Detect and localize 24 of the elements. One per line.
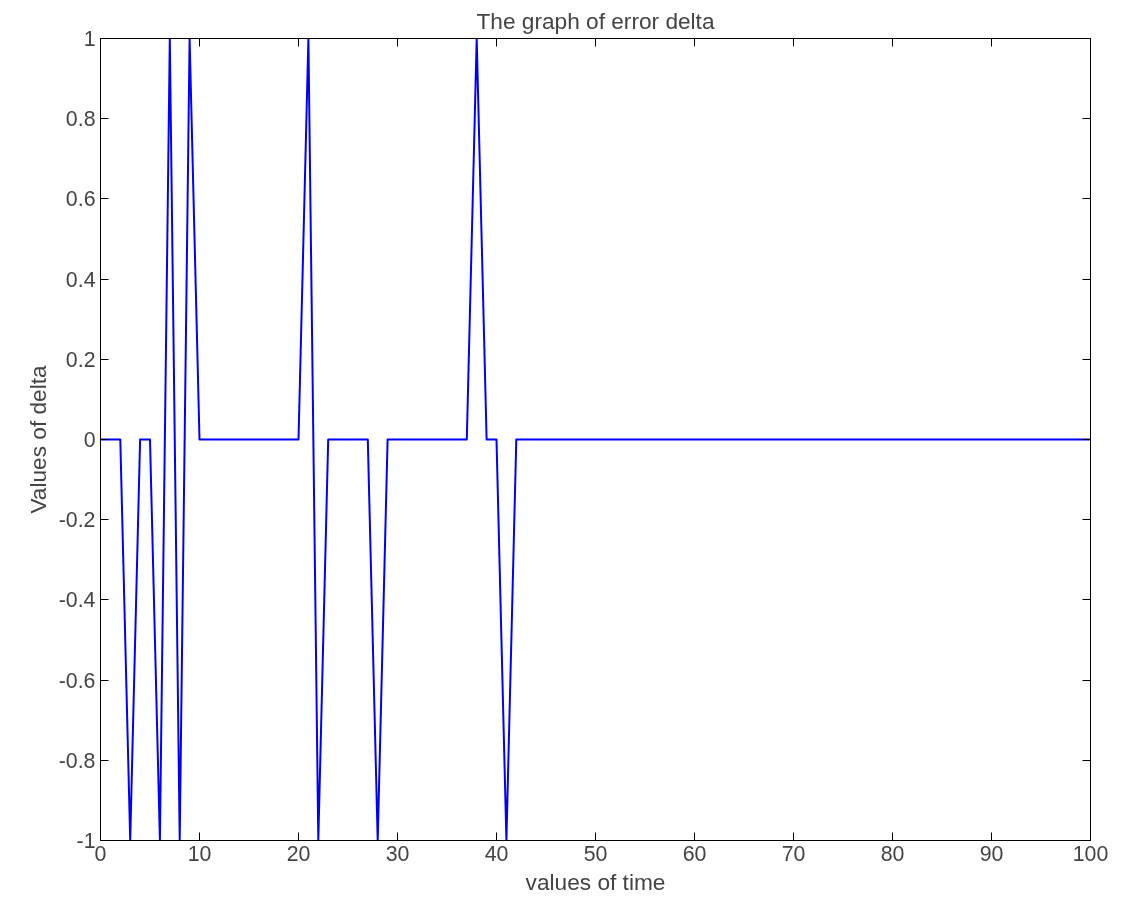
y-tick-label: 0.6 <box>65 187 96 212</box>
y-tick-label: 1 <box>83 27 96 51</box>
y-tick-label: -0.6 <box>58 668 96 693</box>
x-tick-label: 60 <box>682 841 707 866</box>
y-tick-label: 0 <box>83 428 96 452</box>
x-tick-label: 100 <box>1072 841 1109 866</box>
y-tick-label: -1 <box>76 829 96 853</box>
x-tick-label: 90 <box>979 841 1004 866</box>
y-tick-label: -0.2 <box>58 508 96 533</box>
x-axis-title: values of time <box>525 868 666 895</box>
y-tick-label: -0.4 <box>58 588 96 613</box>
x-tick-label: 50 <box>583 841 608 866</box>
chart-title: The graph of error delta <box>476 7 715 34</box>
y-axis-title: Values of delta <box>24 365 51 514</box>
x-tick-label: 30 <box>385 841 410 866</box>
x-tick-label: 20 <box>286 841 311 866</box>
x-tick-label: 80 <box>880 841 905 866</box>
x-tick-label: 70 <box>781 841 806 866</box>
x-tick-label: 10 <box>187 841 212 866</box>
y-tick-label: 0.8 <box>65 107 96 132</box>
y-tick-label: 0.2 <box>65 347 96 372</box>
y-tick-label: 0.4 <box>65 267 96 292</box>
y-tick-label: -0.8 <box>58 748 96 773</box>
x-tick-label: 40 <box>484 841 509 866</box>
